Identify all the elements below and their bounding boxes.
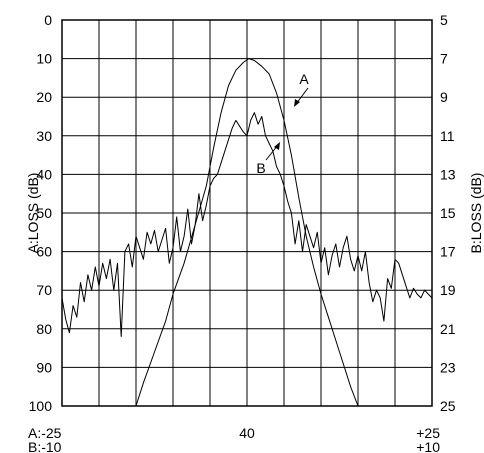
x-label-right-a: +25 — [416, 425, 440, 441]
annotation-a: A — [294, 71, 309, 107]
y-left-tick-label: 30 — [36, 128, 52, 144]
grid — [62, 20, 432, 406]
y-left-tick-label: 20 — [36, 89, 52, 105]
y-right-tick-label: 15 — [440, 205, 456, 221]
y-left-tick-label: 10 — [36, 51, 52, 67]
series-a-line — [135, 58, 359, 407]
y-right-tick-label: 13 — [440, 166, 456, 182]
annotation-b: B — [256, 142, 280, 176]
y-right-tick-label: 7 — [440, 51, 448, 67]
y-left-tick-label: 50 — [36, 205, 52, 221]
y-right-tick-label: 11 — [440, 128, 455, 144]
tick-labels: 0 10 20 30 40 50 60 70 80 90 100 5 7 9 11 13 15 17 19 21 23 2… — [29, 12, 456, 414]
y-left-tick-label: 60 — [36, 244, 52, 260]
y-right-tick-label: 5 — [440, 12, 448, 28]
y-left-tick-label: 0 — [44, 12, 52, 28]
y-right-axis-label: B:LOSS (dB) — [468, 173, 484, 254]
y-left-tick-label: 100 — [29, 398, 53, 414]
annotation-a-arrowhead — [294, 99, 300, 107]
y-right-tick-label: 23 — [440, 359, 456, 375]
y-left-tick-label: 40 — [36, 166, 52, 182]
x-label-right-b: +10 — [416, 439, 440, 453]
y-right-tick-label: 19 — [440, 282, 456, 298]
traces — [61, 58, 433, 407]
y-right-tick-label: 21 — [440, 321, 456, 337]
plot-frame — [61, 19, 433, 407]
y-right-tick-label: 17 — [440, 244, 456, 260]
y-left-axis-label: A:LOSS (dB) — [25, 173, 41, 254]
y-right-tick-label: 9 — [440, 89, 448, 105]
y-left-tick-label: 70 — [36, 282, 52, 298]
annotation-a-label: A — [299, 71, 309, 87]
x-label-left-a: A:-25 — [28, 425, 62, 441]
series-b-line — [61, 112, 433, 337]
y-left-tick-label: 80 — [36, 321, 52, 337]
annotation-b-label: B — [256, 160, 265, 176]
annotation-b-arrowhead — [274, 142, 280, 150]
x-label-center: 40 — [239, 425, 255, 441]
y-right-tick-label: 25 — [440, 398, 456, 414]
x-label-left-b: B:-10 — [28, 439, 62, 453]
y-left-tick-label: 90 — [36, 359, 52, 375]
